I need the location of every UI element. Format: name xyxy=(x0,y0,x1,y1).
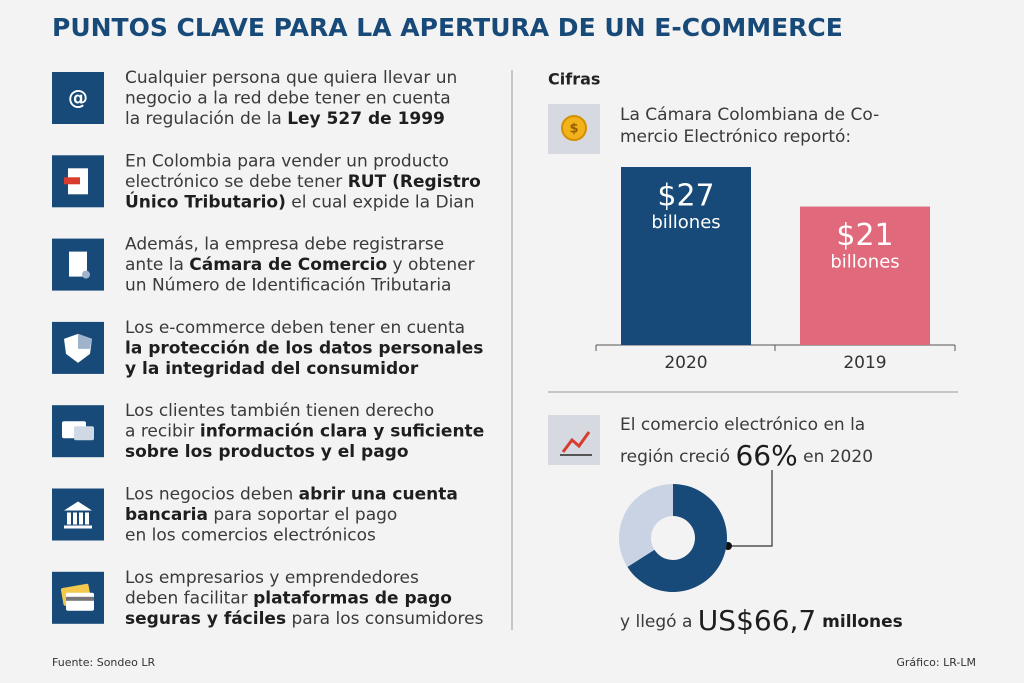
text: para soportar el pago xyxy=(208,505,397,525)
item-text: deben facilitar plataformas de pago xyxy=(125,588,452,608)
item-text: Los e-commerce deben tener en cuenta xyxy=(125,318,465,338)
text: región creció xyxy=(620,447,735,467)
text: En Colombia para vender un producto xyxy=(125,151,449,171)
icon-glyph xyxy=(66,592,94,611)
bold-text: sobre los productos y el pago xyxy=(125,442,409,462)
coin-glyph: $ xyxy=(569,122,578,137)
leader-line xyxy=(728,470,773,547)
icon-glyph xyxy=(64,177,80,185)
item-text: Único Tributario) el cual expide la Dian xyxy=(125,190,474,212)
item-text: Los negocios deben abrir una cuenta xyxy=(125,485,458,505)
bold-text: información clara y suficiente xyxy=(200,422,484,442)
item-text: En Colombia para vender un producto xyxy=(125,151,449,171)
bold-text: plataformas de pago xyxy=(253,588,452,608)
credit: Gráfico: LR-LM xyxy=(896,656,976,669)
item-text: electrónico se debe tener RUT (Registro xyxy=(125,172,481,192)
item-text: a recibir información clara y suficiente xyxy=(125,422,484,442)
text: deben facilitar xyxy=(125,588,253,608)
icon xyxy=(52,488,104,541)
item-text: ante la Cámara de Comercio y obtener xyxy=(125,255,475,275)
highlight: US$66,7 xyxy=(698,604,816,637)
coin-icon xyxy=(561,115,587,141)
item-text: y la integridad del consumidor xyxy=(125,359,419,379)
text: electrónico se debe tener xyxy=(125,172,348,192)
text: Los clientes también tienen derecho xyxy=(125,401,434,421)
bold-text: Cámara de Comercio xyxy=(189,255,387,275)
value-label: $21 xyxy=(836,218,893,253)
text: y llegó a xyxy=(620,612,698,632)
bold-text: bancaria xyxy=(125,505,208,525)
item-text: Los clientes también tienen derecho xyxy=(125,401,434,421)
item-text: Cualquier persona que quiera llevar un xyxy=(125,68,457,88)
item-text: Los empresarios y emprendedores xyxy=(125,568,419,588)
text: y obtener xyxy=(387,255,474,275)
text: negocio a la red debe tener en cuenta xyxy=(125,89,451,109)
text: millones xyxy=(816,612,903,632)
text: ante la xyxy=(125,255,189,275)
text: a recibir xyxy=(125,422,200,442)
item-text: Además, la empresa debe registrarse xyxy=(125,235,444,255)
bold-text: Ley 527 de 1999 xyxy=(287,109,445,129)
value-label: $27 xyxy=(657,179,714,214)
bold-text: seguras y fáciles xyxy=(125,609,286,629)
icon-glyph xyxy=(85,512,89,525)
text: Los e-commerce deben tener en cuenta xyxy=(125,318,465,338)
growth-text: región creció 66% en 2020 xyxy=(620,439,873,472)
report-text: mercio Electrónico reportó: xyxy=(620,127,851,147)
icon-glyph xyxy=(66,596,94,601)
title: PUNTOS CLAVE PARA LA APERTURA DE UN E-CO… xyxy=(52,13,843,42)
item-text: la regulación de la Ley 527 de 1999 xyxy=(125,109,445,129)
icon-glyph xyxy=(79,512,83,525)
text: Los empresarios y emprendedores xyxy=(125,568,419,588)
item-text: un Número de Identificación Tributaria xyxy=(125,276,451,296)
bar xyxy=(800,206,930,345)
item-text: sobre los productos y el pago xyxy=(125,442,409,462)
amount-text: y llegó a US$66,7 millones xyxy=(620,604,903,637)
unit-label: billones xyxy=(830,252,899,273)
growth-text: El comercio electrónico en la xyxy=(620,415,865,435)
x-tick-label: 2020 xyxy=(664,353,707,373)
icon-glyph: @ xyxy=(68,86,88,110)
unit-label: billones xyxy=(651,212,720,233)
item-text: seguras y fáciles para los consumidores xyxy=(125,609,484,629)
bold-text: abrir una cuenta xyxy=(299,485,458,505)
pie-slice xyxy=(627,484,727,592)
text: un Número de Identificación Tributaria xyxy=(125,276,451,296)
text: para los consumidores xyxy=(286,609,484,629)
icon-glyph xyxy=(73,512,77,525)
bold-text: Único Tributario) xyxy=(125,190,286,212)
icon-glyph xyxy=(69,251,87,277)
icon-glyph xyxy=(64,525,92,529)
bold-text: RUT (Registro xyxy=(348,172,481,192)
icon-glyph xyxy=(67,512,71,525)
text: en los comercios electrónicos xyxy=(125,526,376,546)
icon-glyph xyxy=(82,270,90,279)
text: en 2020 xyxy=(798,447,873,467)
item-text: bancaria para soportar el pago xyxy=(125,505,397,525)
section-title: Cifras xyxy=(548,70,600,89)
icon xyxy=(52,72,104,124)
item-text: la protección de los datos personales xyxy=(125,338,483,358)
text: la regulación de la xyxy=(125,109,287,129)
item-text: negocio a la red debe tener en cuenta xyxy=(125,89,451,109)
bold-text: y la integridad del consumidor xyxy=(125,359,419,379)
icon-glyph xyxy=(78,333,92,349)
pie-slice xyxy=(619,484,673,567)
highlight: 66% xyxy=(735,439,797,472)
text: Los negocios deben xyxy=(125,485,299,505)
source: Fuente: Sondeo LR xyxy=(52,656,156,669)
text: el cual expide la Dian xyxy=(286,192,475,212)
icon-glyph xyxy=(64,501,92,511)
x-tick-label: 2019 xyxy=(843,353,886,373)
growth-icon xyxy=(561,431,591,453)
text: Además, la empresa debe registrarse xyxy=(125,235,444,255)
icon-glyph xyxy=(74,426,94,441)
bar xyxy=(621,167,751,345)
report-text: La Cámara Colombiana de Co- xyxy=(620,105,879,125)
text: Cualquier persona que quiera llevar un xyxy=(125,68,457,88)
bold-text: la protección de los datos personales xyxy=(125,338,483,358)
item-text: en los comercios electrónicos xyxy=(125,526,376,546)
